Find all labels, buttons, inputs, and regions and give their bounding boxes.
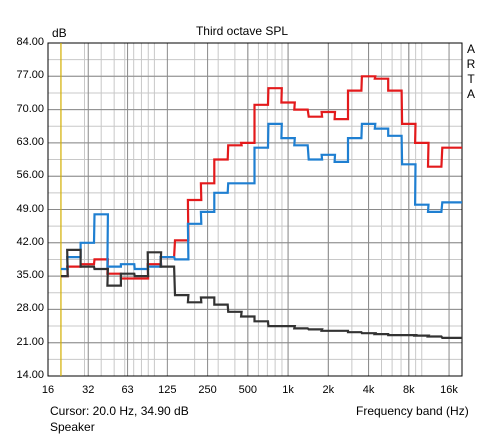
series-line-2 <box>61 122 462 271</box>
x-tick-label: 2k <box>322 384 335 396</box>
side-label-letter: R <box>466 57 476 71</box>
cursor-readout: Cursor: 20.0 Hz, 34.90 dB <box>50 404 189 418</box>
x-tick-label: 250 <box>198 384 217 396</box>
y-tick-label: 63.00 <box>16 135 44 148</box>
x-tick-label: 1k <box>282 384 294 396</box>
side-label-letter: T <box>467 72 475 86</box>
y-tick-label: 84.00 <box>16 36 44 48</box>
y-tick-label: 70.00 <box>16 102 44 115</box>
y-tick-label: 28.00 <box>16 302 44 315</box>
y-tick-label: 77.00 <box>16 69 44 82</box>
y-tick-label: 14.00 <box>16 369 44 381</box>
x-axis-label: Frequency band (Hz) <box>356 404 469 418</box>
x-tick-label: 16k <box>440 384 458 396</box>
series-line-1 <box>61 75 462 280</box>
y-tick-label: 21.00 <box>16 335 44 348</box>
footer-label: Speaker <box>50 420 95 434</box>
y-tick-label: 49.00 <box>16 202 44 215</box>
y-tick-label: 42.00 <box>16 235 44 248</box>
y-axis-label: dB <box>52 26 67 40</box>
x-tick-label: 8k <box>402 384 415 396</box>
x-tick-label: 16 <box>41 384 55 396</box>
side-label-letter: A <box>466 42 475 56</box>
side-label-letter: A <box>466 87 475 101</box>
y-tick-label: 35.00 <box>16 269 44 282</box>
x-tick-label: 125 <box>158 384 177 396</box>
x-tick-label: 500 <box>238 384 257 396</box>
chart-title: Third octave SPL <box>195 24 289 38</box>
y-tick-label: 56.00 <box>16 169 44 182</box>
x-tick-label: 4k <box>362 384 375 396</box>
x-tick-label: 63 <box>121 384 134 396</box>
series-line-3 <box>61 248 462 339</box>
x-tick-label: 32 <box>82 384 95 396</box>
plot-frame <box>47 42 463 377</box>
